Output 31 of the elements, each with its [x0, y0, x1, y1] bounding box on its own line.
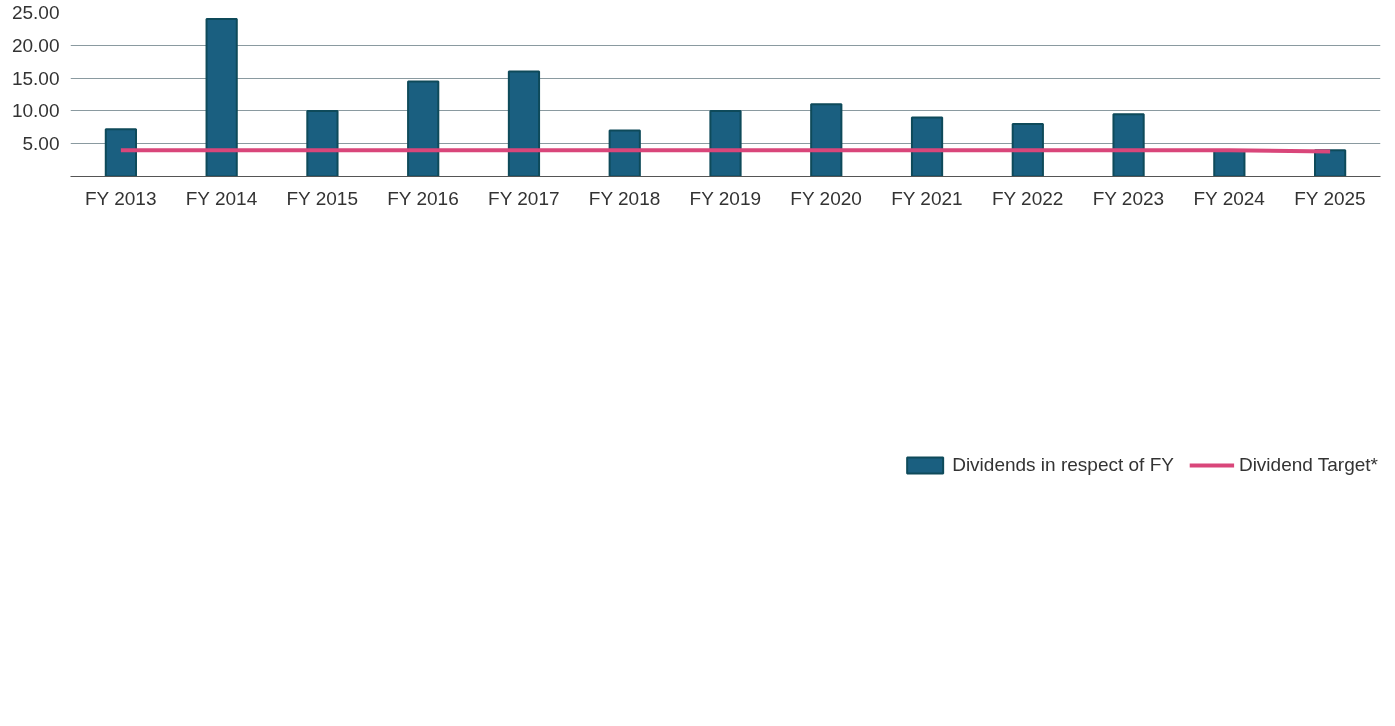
x-tick-label: FY 2023	[1092, 187, 1165, 209]
bar	[205, 18, 238, 177]
bar	[407, 80, 440, 177]
bar	[709, 109, 742, 177]
x-tick-label: FY 2018	[588, 187, 661, 209]
x-tick-label: FY 2017	[488, 187, 560, 209]
x-tick-label: FY 2014	[185, 187, 258, 209]
x-tick-label: FY 2021	[891, 187, 963, 209]
bar	[1314, 149, 1347, 177]
x-tick-label: FY 2024	[1193, 187, 1266, 209]
legend-label: Dividend Target*	[1238, 454, 1378, 476]
y-tick-label: 10.00	[11, 100, 60, 122]
bar	[910, 116, 944, 177]
x-tick-label: FY 2016	[387, 187, 459, 209]
x-tick-label: FY 2020	[790, 187, 862, 209]
x-tick-label: FY 2015	[286, 187, 358, 209]
bar	[1011, 123, 1044, 177]
bar	[1112, 113, 1145, 177]
y-tick-label: 20.00	[11, 34, 60, 56]
y-tick-label: 25.00	[11, 2, 60, 23]
bar	[306, 109, 339, 177]
bar	[104, 128, 137, 177]
y-tick-label: 15.00	[11, 67, 60, 89]
x-tick-label: FY 2013	[84, 187, 157, 209]
x-tick-label: FY 2019	[689, 187, 762, 209]
legend-label: Dividends in respect of FY	[952, 454, 1174, 476]
x-tick-label: FY 2025	[1294, 187, 1366, 209]
x-tick-label: FY 2022	[991, 187, 1064, 209]
bar	[507, 70, 541, 177]
bar	[810, 103, 843, 177]
y-tick-label: 5.00	[22, 133, 60, 155]
